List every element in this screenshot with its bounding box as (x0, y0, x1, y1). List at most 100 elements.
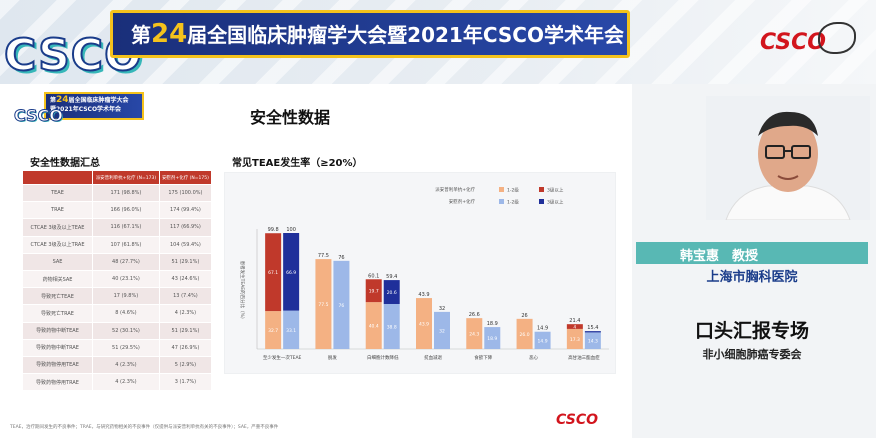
bar-value-label: 40.4 (369, 324, 379, 330)
table-cell: 17 (9.8%) (92, 287, 160, 306)
bar-value-label: 4 (573, 325, 576, 331)
bar-total-label: 14.9 (537, 326, 548, 332)
teae-chart: 患者发生TEAE的百分比（%） 32.7 67.1 99.8 33.1 66.9 100 至少… (224, 172, 616, 374)
table-cell: 51 (29.1%) (158, 321, 213, 340)
bar-grade-1-2 (484, 327, 501, 349)
title-number: 24 (151, 19, 188, 49)
table-row: TEAE 171 (98.8%) 175 (100.0%) (22, 183, 213, 203)
table-cell: 4 (2.3%) (92, 355, 160, 375)
legend-label: 3级以上 (547, 187, 564, 194)
mini-logo-number: 24 (56, 95, 69, 105)
x-tick-label: 高甘油三酯血症 (568, 354, 600, 361)
legend-label: 1-2级 (507, 199, 519, 206)
speaker-name: 韩宝惠 教授 (680, 249, 759, 264)
mini-logo-title: 第24届全国临床肿瘤学大会 暨2021年CSCO学术年会 (50, 96, 142, 114)
mini-csco-text: CSCO (14, 106, 64, 126)
table-cell: 174 (99.4%) (158, 201, 213, 220)
table-row: 导致药物中断TRAE 51 (29.5%) 47 (26.9%) (22, 338, 213, 357)
bar-value-label: 26.0 (520, 332, 530, 338)
csco-logo-bottom: CSCO (556, 412, 599, 428)
bar-grade-1-2 (584, 332, 601, 349)
bar-value-label: 67.1 (268, 270, 278, 276)
table-cell: 51 (29.5%) (92, 338, 160, 357)
bar-value-label: 19.7 (369, 289, 379, 295)
x-tick-label: 恶心 (529, 354, 538, 361)
table-cell: 导致死亡TRAE (22, 304, 93, 323)
bar-value-label: 66.9 (286, 270, 296, 276)
table-row: 导致药物停用TEAE 4 (2.3%) 5 (2.9%) (22, 355, 213, 375)
legend-swatch (499, 187, 504, 192)
table-cell: 175 (100.0%) (158, 183, 213, 203)
presentation-slide: 第24届全国临床肿瘤学大会 暨2021年CSCO学术年会 CSCO 安全性数据 安… (0, 84, 632, 438)
bar-value-label: 32.7 (268, 328, 278, 334)
table-cell: CTCAE 3级及以上TEAE (22, 218, 93, 237)
bar-total-label: 26.6 (469, 312, 480, 318)
bar-value-label: 33.1 (286, 328, 296, 334)
table-cell: 4 (2.3%) (158, 304, 213, 323)
bar-total-label: 60.1 (368, 273, 379, 279)
mini-logo-line1: 届全国临床肿瘤学大会 (68, 97, 129, 104)
table-header-row: 派安普利单抗+化疗 (N=173) 安慰剂+化疗 (N=175) (22, 170, 213, 185)
bar-grade-1-2 (283, 310, 300, 349)
footnote: TEAE，治疗期间发生的不良事件；TRAE，与研究药物相关的不良事件（仅提供与派… (10, 425, 279, 430)
table-cell: 107 (61.8%) (92, 235, 160, 254)
x-tick-label: 贫血减退 (424, 354, 442, 361)
table-cell: TEAE (22, 183, 93, 203)
table-cell: 13 (7.4%) (158, 287, 213, 306)
bar-grade-3-plus (584, 331, 601, 333)
table-cell: 8 (4.6%) (92, 304, 160, 323)
speaker-video (706, 96, 870, 220)
bar-grade-1-2 (315, 259, 332, 349)
mini-logo-line2: 暨2021年CSCO学术年会 (50, 106, 122, 113)
table-cell: 116 (67.1%) (92, 218, 160, 237)
table-header-cell: 安慰剂+化疗 (N=175) (158, 170, 213, 185)
table-cell: 导致药物中断TRAE (22, 338, 93, 357)
table-cell: CTCAE 3级及以上TRAE (22, 235, 93, 254)
bar-value-label: 14.3 (588, 339, 598, 345)
bar-grade-1-2 (383, 303, 400, 349)
bar-grade-1-2 (466, 318, 483, 349)
table-cell: 48 (27.7%) (92, 252, 160, 271)
bar-total-label: 100 (286, 227, 296, 233)
bar-value-label: 14.9 (538, 338, 548, 344)
committee-name: 非小细胞肺癌专委会 (702, 348, 802, 361)
table-cell: 3 (1.7%) (158, 373, 213, 392)
table-cell: 5 (2.9%) (158, 355, 213, 375)
bar-grade-3-plus (566, 324, 583, 329)
legend-swatch (499, 199, 504, 204)
legend-label: 1-2级 (507, 187, 519, 194)
bar-value-label: 24.3 (469, 332, 479, 338)
table-row: SAE 48 (27.7%) 51 (29.1%) (22, 252, 213, 271)
legend-swatch (539, 187, 544, 192)
x-tick-label: 白细胞计数降低 (367, 354, 399, 361)
safety-table: 派安普利单抗+化疗 (N=173) 安慰剂+化疗 (N=175) TEAE 171… (22, 170, 213, 392)
bar-grade-3-plus (365, 279, 382, 303)
table-heading: 安全性数据汇总 (30, 158, 100, 169)
bar-total-label: 43.9 (418, 292, 429, 298)
speaker-portrait (706, 96, 870, 220)
y-axis-label: 患者发生TEAE的百分比（%） (239, 261, 246, 322)
table-header-cell: 派安普利单抗+化疗 (N=173) (92, 170, 160, 185)
table-cell: SAE (22, 252, 93, 271)
table-cell: 40 (23.1%) (92, 269, 160, 289)
table-cell: 117 (66.9%) (158, 218, 213, 237)
title-prefix: 第 (131, 23, 151, 47)
teae-bar-chart: 患者发生TEAE的百分比（%） 32.7 67.1 99.8 33.1 66.9 100 至少… (239, 186, 609, 361)
bar-grade-1-2 (566, 328, 583, 349)
table-cell: 51 (29.1%) (158, 252, 213, 271)
bar-grade-1-2 (534, 331, 551, 349)
bar-total-label: 15.4 (587, 325, 598, 331)
bar-grade-1-2 (265, 311, 282, 349)
table-cell: 导致药物停用TEAE (22, 355, 93, 375)
table-cell: 47 (26.9%) (158, 338, 213, 357)
table-cell: 4 (2.3%) (92, 373, 160, 392)
chart-heading: 常见TEAE发生率（≥20%） (232, 158, 363, 169)
bar-total-label: 26 (521, 313, 527, 319)
bar-grade-1-2 (333, 260, 350, 349)
bar-value-label: 38.8 (387, 324, 397, 330)
table-cell: 导致药物停用TRAE (22, 373, 93, 392)
bar-value-label: 17.3 (570, 337, 580, 343)
legend-group-label: 安慰剂+化疗 (449, 198, 476, 205)
bar-total-label: 77.5 (318, 253, 329, 259)
table-body: TEAE 171 (98.8%) 175 (100.0%) TRAE 166 (96.0… (22, 183, 213, 392)
